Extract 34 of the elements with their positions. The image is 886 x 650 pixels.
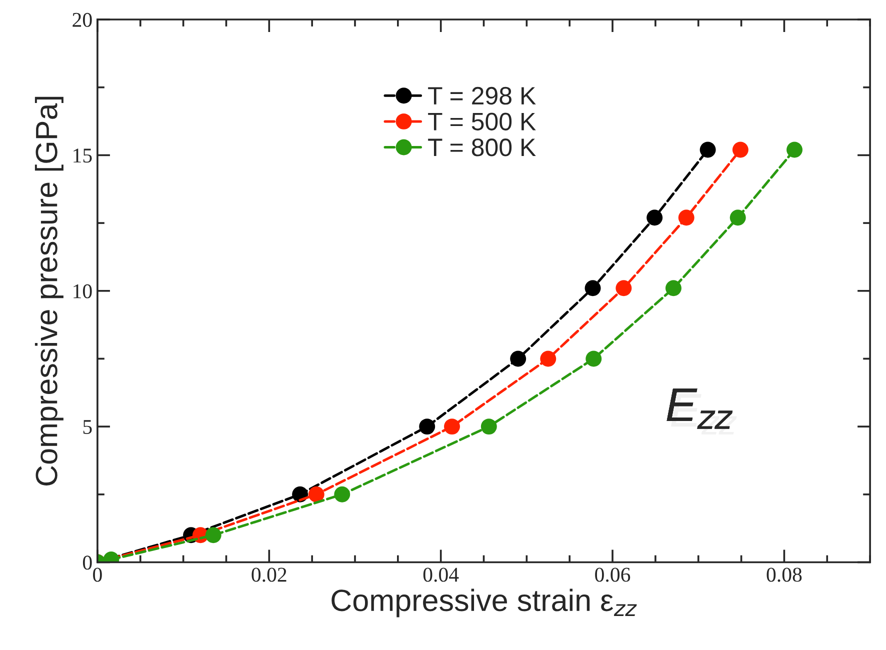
point: [584, 280, 601, 296]
y-axis-title: Compressive pressure [GPa]: [34, 96, 64, 486]
y-tick-label: 15: [74, 148, 92, 163]
point: [419, 418, 436, 435]
x-tick-label: 0.02: [252, 568, 286, 582]
y-tick-label: 5: [83, 420, 92, 434]
x-tick-label: 0: [93, 568, 102, 582]
point: [646, 210, 663, 226]
point: [444, 418, 460, 435]
point: [730, 210, 746, 226]
x-tick-label: 0.04: [423, 568, 459, 582]
point: [700, 142, 716, 158]
x-tick-label: 0.08: [766, 568, 802, 582]
point: [205, 527, 222, 544]
legend-label: T = 298 K: [428, 86, 536, 105]
point: [334, 486, 350, 502]
y-tick-label: 20: [72, 12, 92, 27]
x-tick-label: 0.06: [595, 568, 630, 582]
legend-label: T = 500 K: [428, 112, 536, 130]
y-tick-label: 0: [82, 556, 92, 570]
point: [732, 142, 748, 158]
point: [665, 280, 682, 296]
annotation: E$_{zz}$: [666, 388, 737, 434]
y-tick-label: 10: [74, 284, 92, 298]
x-axis-title: Compressive strain ε$_{zz}$: [332, 588, 637, 618]
legend-label: T = 800 K: [428, 138, 536, 156]
point: [510, 350, 526, 367]
point: [786, 142, 802, 158]
point: [678, 210, 694, 226]
point: [308, 486, 324, 502]
point: [616, 280, 632, 296]
point: [480, 418, 497, 435]
point: [540, 350, 556, 367]
point: [586, 350, 602, 367]
